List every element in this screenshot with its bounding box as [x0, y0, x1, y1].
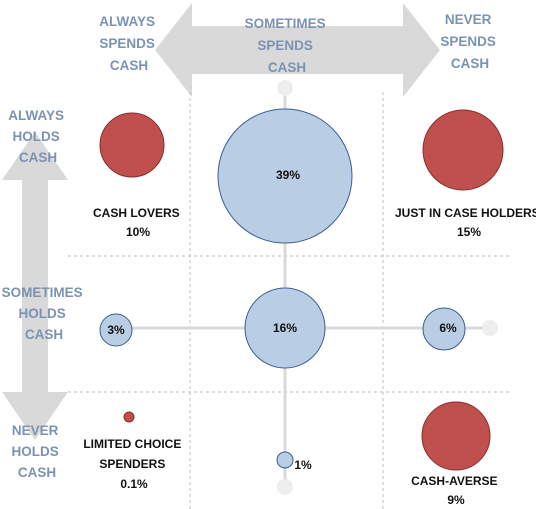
bubble-limited-choice	[123, 411, 135, 423]
bubble-bottom-middle	[276, 451, 294, 469]
connector-end-top	[277, 80, 293, 96]
spending-axis-arrow	[155, 3, 440, 97]
bubble-just-in-case	[422, 109, 504, 191]
connector-end-right	[482, 320, 498, 336]
connector-end-bottom	[277, 479, 293, 495]
bubble-center	[244, 287, 326, 369]
label-just-in-case: JUST IN CASE HOLDERS 15%	[395, 206, 536, 239]
col-header-never-spends: NEVER SPENDS CASH	[440, 12, 499, 71]
bubble-middle-right	[422, 307, 466, 351]
col-header-sometimes-spends: SOMETIMES SPENDS CASH	[245, 16, 330, 75]
col-header-always-spends: ALWAYS SPENDS CASH	[99, 14, 159, 73]
row-header-sometimes-holds: SOMETIMES HOLDS CASH	[2, 285, 87, 342]
pct-middle-left: 3%	[107, 323, 125, 337]
holding-axis-arrow	[2, 132, 68, 440]
pct-top-middle: 39%	[276, 168, 300, 182]
grid-lines	[68, 92, 510, 509]
row-header-always-holds: ALWAYS HOLDS CASH	[8, 108, 68, 165]
pct-middle-right: 6%	[439, 321, 457, 335]
label-limited-choice: LIMITED CHOICE SPENDERS 0.1%	[83, 437, 184, 491]
label-cash-averse: CASH-AVERSE 9%	[411, 474, 501, 507]
pct-center: 16%	[273, 321, 297, 335]
label-cash-lovers: CASH LOVERS 10%	[93, 206, 183, 239]
bubble-top-middle	[217, 108, 353, 244]
bubble-cash-averse	[421, 401, 491, 471]
bubble-middle-left	[99, 313, 133, 347]
pct-bottom-middle: 1%	[294, 458, 312, 472]
bubble-cash-lovers	[99, 112, 165, 178]
row-header-never-holds: NEVER HOLDS CASH	[11, 423, 62, 480]
